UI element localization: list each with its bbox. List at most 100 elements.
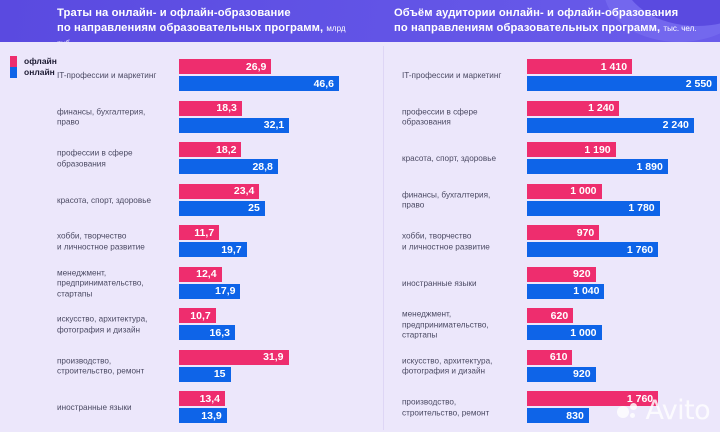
- bar-group: 970 1 760: [527, 225, 659, 257]
- charts-area: офлайн онлайн IT-профессии и маркетинг 26…: [0, 42, 720, 432]
- bar-офлайн: 31,9: [179, 349, 289, 365]
- legend-label-online: онлайн: [24, 67, 55, 77]
- chart-row: искусство, архитектура, фотография и диза…: [384, 347, 720, 387]
- bar-group: 1 760 830: [527, 391, 659, 423]
- chart-row: профессии в сфере образования 18,2 28,8: [0, 139, 383, 179]
- bar-group: 31,9 15: [179, 349, 289, 382]
- bar-офлайн: 920: [527, 266, 596, 282]
- category-label: красота, спорт, здоровье: [57, 195, 152, 205]
- chart-row: финансы, бухгалтерия, право 18,3 32,1: [0, 98, 383, 138]
- right-panel-title-line2: по направлениям образовательных программ…: [394, 22, 661, 34]
- right-panel-unit: тыс. чел.: [663, 24, 697, 33]
- category-label: IT-профессии и маркетинг: [402, 70, 502, 80]
- bar-group: 610 920: [527, 349, 596, 382]
- chart-row: менеджмент, предпринимательство, стартапы 6…: [384, 305, 720, 345]
- legend-swatch-offline: [10, 56, 17, 67]
- bar-офлайн: 23,4: [179, 183, 260, 199]
- header-banner: Траты на онлайн- и офлайн-образование по…: [0, 0, 720, 42]
- bar-group: 11,7 19,7: [179, 225, 247, 257]
- category-label: иностранные языки: [57, 402, 132, 412]
- legend-swatch-online: [10, 67, 17, 78]
- right-panel-title: Объём аудитории онлайн- и офлайн-образов…: [394, 6, 714, 36]
- chart-row: хобби, творчество и личностное развитие 11…: [0, 222, 383, 262]
- bar-офлайн: 1 760: [527, 391, 659, 406]
- category-label: красота, спорт, здоровье: [402, 153, 497, 163]
- bar-офлайн: 610: [527, 349, 573, 365]
- bar-онлайн: 2 240: [527, 117, 694, 133]
- category-label: хобби, творчество и личностное развитие: [57, 231, 145, 252]
- bar-офлайн: 620: [527, 308, 574, 323]
- category-label: искусство, архитектура, фотография и диза…: [402, 356, 493, 376]
- bar-офлайн: 18,3: [179, 100, 242, 116]
- chart-row: производство, строительство, ремонт 31,9 15: [0, 347, 383, 387]
- bar-онлайн: 32,1: [179, 117, 290, 133]
- bar-офлайн: 1 000: [527, 183, 602, 199]
- category-label: финансы, бухгалтерия, право: [402, 190, 491, 210]
- bar-group: 620 1 000: [527, 308, 602, 340]
- chart-row: финансы, бухгалтерия, право 1 000 1 780: [384, 181, 720, 221]
- chart-row: иностранные языки 920 1 040: [384, 264, 720, 304]
- bar-group: 23,4 25: [179, 183, 265, 216]
- chart-legend: офлайн онлайн: [10, 56, 57, 78]
- bar-офлайн: 10,7: [179, 308, 216, 323]
- category-label: менеджмент, предпринимательство, стартапы: [402, 309, 489, 340]
- category-label: профессии в сфере образования: [402, 107, 478, 127]
- chart-row: иностранные языки 13,4 13,9: [0, 388, 383, 428]
- bar-group: 1 000 1 780: [527, 183, 660, 216]
- legend-labels: офлайн онлайн: [24, 56, 57, 78]
- bar-офлайн: 18,2: [179, 142, 242, 157]
- legend-swatches: [10, 56, 17, 78]
- category-label: иностранные языки: [402, 278, 477, 288]
- bar-онлайн: 25: [179, 200, 265, 216]
- legend-label-offline: офлайн: [24, 56, 57, 66]
- bar-офлайн: 1 410: [527, 59, 633, 74]
- right-panel-title-line1: Объём аудитории онлайн- и офлайн-образов…: [394, 7, 679, 19]
- chart-panel-spending: офлайн онлайн IT-профессии и маркетинг 26…: [0, 42, 383, 432]
- bar-group: 13,4 13,9: [179, 391, 227, 423]
- bar-group: 920 1 040: [527, 266, 605, 299]
- bar-онлайн: 13,9: [179, 408, 227, 423]
- chart-row: производство, строительство, ремонт 1 760 8…: [384, 388, 720, 428]
- bar-онлайн: 28,8: [179, 159, 278, 174]
- bar-group: 12,4 17,9: [179, 266, 241, 299]
- bar-group: 26,9 46,6: [179, 59, 339, 91]
- panel-divider: [383, 46, 384, 430]
- category-label: производство, строительство, ремонт: [402, 397, 490, 418]
- bar-group: 1 190 1 890: [527, 142, 668, 174]
- bar-офлайн: 11,7: [179, 225, 220, 240]
- chart-row: IT-профессии и маркетинг 26,9 46,6: [0, 56, 383, 96]
- category-label: производство, строительство, ремонт: [57, 356, 145, 376]
- chart-row: красота, спорт, здоровье 23,4 25: [0, 181, 383, 221]
- bar-онлайн: 17,9: [179, 283, 241, 299]
- chart-panel-audience: IT-профессии и маркетинг 1 410 2 550 профес…: [384, 42, 720, 432]
- bar-онлайн: 19,7: [179, 242, 247, 257]
- category-label: финансы, бухгалтерия, право: [57, 107, 146, 127]
- bar-офлайн: 970: [527, 225, 600, 240]
- bar-онлайн: 46,6: [179, 76, 339, 91]
- category-label: хобби, творчество и личностное развитие: [402, 231, 490, 252]
- bar-онлайн: 920: [527, 366, 596, 382]
- left-panel-title: Траты на онлайн- и офлайн-образование по…: [57, 6, 357, 42]
- bar-онлайн: 15: [179, 366, 231, 382]
- bar-онлайн: 16,3: [179, 325, 235, 340]
- left-panel-title-line1: Траты на онлайн- и офлайн-образование: [57, 7, 291, 19]
- bar-онлайн: 1 780: [527, 200, 660, 216]
- left-panel-title-line2: по направлениям образовательных программ…: [57, 22, 324, 34]
- bar-онлайн: 830: [527, 408, 589, 423]
- bar-group: 1 410 2 550: [527, 59, 717, 91]
- chart-row: профессии в сфере образования 1 240 2 240: [384, 98, 720, 138]
- chart-row: искусство, архитектура, фотография и диза…: [0, 305, 383, 345]
- chart-row: IT-профессии и маркетинг 1 410 2 550: [384, 56, 720, 96]
- bar-офлайн: 13,4: [179, 391, 225, 406]
- left-panel-unit: млрд руб.: [57, 24, 346, 42]
- bar-онлайн: 1 760: [527, 242, 659, 257]
- bar-онлайн: 1 890: [527, 159, 668, 174]
- bar-group: 10,7 16,3: [179, 308, 235, 340]
- bar-офлайн: 1 190: [527, 142, 616, 157]
- bar-офлайн: 12,4: [179, 266, 222, 282]
- bar-онлайн: 1 040: [527, 283, 605, 299]
- bar-офлайн: 26,9: [179, 59, 272, 74]
- category-label: искусство, архитектура, фотография и диза…: [57, 314, 148, 335]
- chart-row: менеджмент, предпринимательство, стартапы 1…: [0, 264, 383, 304]
